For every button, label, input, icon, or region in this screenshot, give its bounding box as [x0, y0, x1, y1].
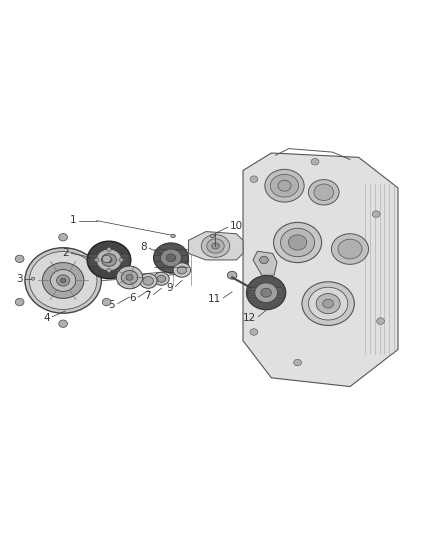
Text: 9: 9 [166, 283, 173, 293]
Ellipse shape [212, 243, 219, 249]
Ellipse shape [247, 287, 286, 292]
Ellipse shape [50, 270, 76, 292]
Ellipse shape [126, 274, 133, 280]
Ellipse shape [96, 249, 122, 271]
Ellipse shape [106, 257, 112, 263]
Ellipse shape [29, 252, 97, 310]
Ellipse shape [87, 262, 131, 266]
Ellipse shape [87, 254, 131, 258]
Ellipse shape [95, 258, 99, 262]
Ellipse shape [140, 273, 157, 288]
Ellipse shape [102, 255, 111, 263]
Ellipse shape [314, 184, 334, 200]
Ellipse shape [247, 276, 286, 310]
Ellipse shape [288, 235, 307, 250]
Ellipse shape [87, 241, 131, 279]
Ellipse shape [107, 269, 111, 272]
Ellipse shape [281, 228, 314, 257]
Ellipse shape [42, 263, 84, 298]
Ellipse shape [261, 288, 272, 297]
Ellipse shape [162, 250, 189, 274]
Text: 6: 6 [129, 293, 136, 303]
Ellipse shape [166, 254, 176, 262]
Ellipse shape [311, 158, 319, 165]
Text: 3: 3 [16, 274, 22, 284]
Ellipse shape [102, 254, 117, 266]
Ellipse shape [332, 234, 368, 264]
Ellipse shape [323, 299, 334, 308]
Text: 7: 7 [144, 291, 151, 301]
Ellipse shape [160, 249, 181, 266]
Ellipse shape [102, 298, 111, 306]
Ellipse shape [250, 176, 258, 182]
Ellipse shape [59, 233, 67, 241]
Ellipse shape [57, 275, 70, 286]
Ellipse shape [278, 180, 291, 191]
Ellipse shape [157, 275, 166, 282]
Ellipse shape [119, 258, 124, 262]
Ellipse shape [173, 263, 191, 277]
Text: 5: 5 [109, 300, 115, 310]
Text: 1: 1 [70, 215, 77, 225]
Ellipse shape [107, 247, 111, 252]
Polygon shape [243, 153, 398, 386]
Ellipse shape [143, 277, 153, 285]
Ellipse shape [87, 256, 131, 260]
Text: 10: 10 [230, 221, 243, 231]
Ellipse shape [338, 239, 362, 259]
Ellipse shape [121, 270, 138, 285]
Ellipse shape [201, 235, 230, 257]
Ellipse shape [308, 287, 348, 320]
Ellipse shape [293, 359, 301, 366]
Ellipse shape [207, 239, 224, 253]
Ellipse shape [60, 278, 66, 282]
Text: 12: 12 [242, 313, 256, 323]
Ellipse shape [260, 256, 268, 264]
Text: 11: 11 [208, 294, 221, 304]
Ellipse shape [302, 282, 354, 326]
Ellipse shape [177, 266, 187, 274]
Ellipse shape [87, 260, 131, 264]
Ellipse shape [153, 272, 169, 285]
Ellipse shape [255, 283, 278, 303]
Ellipse shape [270, 174, 299, 197]
Ellipse shape [31, 277, 35, 280]
Ellipse shape [247, 294, 286, 298]
Ellipse shape [372, 211, 380, 217]
Polygon shape [253, 251, 277, 275]
Ellipse shape [274, 222, 321, 263]
Polygon shape [188, 231, 243, 260]
Ellipse shape [308, 180, 339, 205]
Ellipse shape [227, 271, 237, 279]
Ellipse shape [377, 318, 385, 325]
Ellipse shape [59, 320, 67, 327]
Text: 2: 2 [62, 248, 69, 258]
Ellipse shape [247, 292, 286, 296]
Ellipse shape [316, 294, 340, 313]
Ellipse shape [211, 234, 215, 238]
Ellipse shape [153, 243, 188, 272]
Ellipse shape [250, 329, 258, 335]
Ellipse shape [25, 248, 101, 313]
Ellipse shape [117, 266, 143, 289]
Ellipse shape [15, 298, 24, 306]
Ellipse shape [171, 234, 175, 238]
Ellipse shape [87, 258, 131, 262]
Ellipse shape [15, 255, 24, 263]
Text: 8: 8 [140, 243, 147, 252]
Ellipse shape [265, 169, 304, 202]
Ellipse shape [247, 289, 286, 294]
Text: 4: 4 [43, 313, 49, 323]
